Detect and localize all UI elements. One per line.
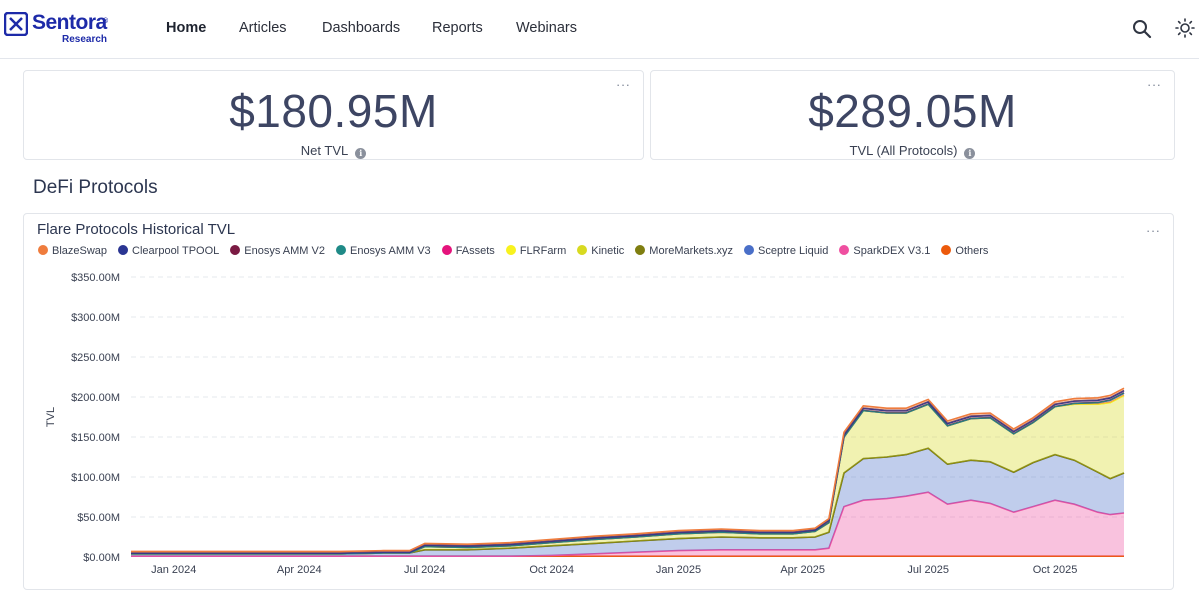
legend-swatch [38, 245, 48, 255]
legend-item-clearpool-tpool[interactable]: Clearpool TPOOL [118, 244, 219, 258]
legend-swatch [505, 245, 516, 255]
x-tick-label: Oct 2024 [529, 564, 574, 576]
search-icon[interactable] [1132, 19, 1152, 39]
legend-item-flrfarm[interactable]: FLRFarm [505, 244, 567, 258]
y-axis-label: TVL [45, 407, 57, 427]
top-nav: Sentora ® Research Home Articles Dashboa… [0, 0, 1199, 59]
sentora-logo[interactable]: Sentora ® Research [4, 11, 114, 46]
legend-label: Kinetic [591, 245, 625, 257]
nav-link-webinars[interactable]: Webinars [516, 20, 577, 36]
legend-item-kinetic[interactable]: Kinetic [577, 244, 624, 258]
y-tick-label: $200.00M [71, 392, 120, 404]
area-sceptre-liquid [131, 448, 1124, 557]
legend-item-sceptre-liquid[interactable]: Sceptre Liquid [744, 244, 828, 258]
legend-swatch [941, 245, 952, 255]
chart-card: $0.00M $50.00M $100.00M $150.00M $200.00M $25… [23, 213, 1174, 590]
legend-swatch [335, 245, 346, 255]
legend-label: Clearpool TPOOL [132, 245, 220, 257]
registered-mark: ® [103, 18, 108, 25]
kpi-card-net-tvl: ··· $180.95M Net TVL i [23, 70, 644, 160]
legend-item-enosys-amm-v2[interactable]: Enosys AMM V2 [230, 244, 325, 258]
kpi-label-row: TVL (All Protocols) i [651, 143, 1174, 159]
legend-item-others[interactable]: Others [941, 244, 988, 258]
y-tick-label: $0.00M [83, 552, 120, 564]
legend-swatch [230, 245, 241, 255]
legend-label: MoreMarkets.xyz [649, 245, 734, 257]
y-tick-label: $100.00M [71, 472, 120, 484]
legend-swatch [839, 245, 850, 255]
y-tick-label: $250.00M [71, 352, 120, 364]
legend-swatch [744, 245, 755, 255]
legend-swatch [441, 245, 452, 255]
x-tick-label: Apr 2024 [277, 564, 322, 576]
legend-swatch [577, 245, 588, 255]
brand-subtitle: Research [62, 34, 108, 45]
info-icon[interactable]: i [355, 148, 367, 159]
x-tick-label: Jan 2024 [151, 564, 196, 576]
legend-label: FAssets [455, 245, 495, 257]
nav-link-home[interactable]: Home [166, 20, 207, 36]
legend-item-fassets[interactable]: FAssets [441, 244, 495, 258]
legend-swatch [635, 245, 646, 255]
x-tick-label: Oct 2025 [1033, 564, 1078, 576]
line-blazeswap [131, 387, 1125, 553]
line-sparkdex-v3-1 [131, 491, 1125, 558]
legend-label: Others [955, 245, 989, 257]
chart-legend: BlazeSwap Clearpool TPOOL Enosys AMM V2 Eno… [38, 244, 999, 258]
line-clearpool-tpool [131, 389, 1125, 554]
chart-title: Flare Protocols Historical TVL [37, 221, 236, 238]
tvl-area-chart: $0.00M $50.00M $100.00M $150.00M $200.00M $25… [45, 272, 1125, 576]
legend-label: Enosys AMM V2 [244, 245, 325, 257]
legend-item-sparkdex-v3-1[interactable]: SparkDEX V3.1 [839, 244, 930, 258]
brand-name: Sentora [32, 11, 107, 34]
legend-item-blazeswap[interactable]: BlazeSwap [38, 244, 107, 258]
legend-label: Sceptre Liquid [758, 245, 829, 257]
area-kinetic [131, 395, 1124, 554]
y-tick-label: $300.00M [71, 312, 120, 324]
x-tick-label: Jul 2024 [404, 564, 446, 576]
y-tick-label: $350.00M [71, 272, 120, 284]
x-tick-label: Apr 2025 [780, 564, 825, 576]
kpi-label: Net TVL [300, 143, 349, 158]
nav-link-articles[interactable]: Articles [239, 20, 287, 36]
legend-item-enosys-amm-v3[interactable]: Enosys AMM V3 [335, 244, 431, 258]
section-title: DeFi Protocols [33, 177, 158, 198]
kpi-value: $180.95M [229, 85, 438, 137]
kpi-label: TVL (All Protocols) [849, 143, 958, 158]
nav-link-dashboards[interactable]: Dashboards [322, 20, 401, 36]
logo-mark-icon [4, 12, 28, 36]
x-tick-label: Jan 2025 [656, 564, 701, 576]
y-tick-label: $50.00M [77, 512, 120, 524]
kpi-card-tvl-all-protocols: ··· $289.05M TVL (All Protocols) i [650, 70, 1175, 160]
legend-label: SparkDEX V3.1 [853, 245, 931, 257]
y-tick-label: $150.00M [71, 432, 120, 444]
legend-label: FLRFarm [519, 245, 567, 257]
card-menu-button[interactable]: ··· [1147, 77, 1162, 92]
info-icon[interactable]: i [964, 148, 976, 159]
sun-icon[interactable] [1175, 18, 1195, 38]
chart-menu-button[interactable]: ··· [1146, 223, 1161, 238]
area-sparkdex-v3-1 [131, 492, 1124, 557]
kpi-label-row: Net TVL i [24, 143, 643, 159]
card-menu-button[interactable]: ··· [616, 77, 631, 92]
kpi-value: $289.05M [808, 85, 1017, 137]
legend-item-moremarkets-xyz[interactable]: MoreMarkets.xyz [635, 244, 733, 258]
legend-label: BlazeSwap [52, 245, 108, 257]
legend-label: Enosys AMM V3 [349, 245, 431, 257]
nav-link-reports[interactable]: Reports [432, 20, 483, 36]
legend-swatch [118, 245, 129, 255]
x-tick-label: Jul 2025 [907, 564, 949, 576]
